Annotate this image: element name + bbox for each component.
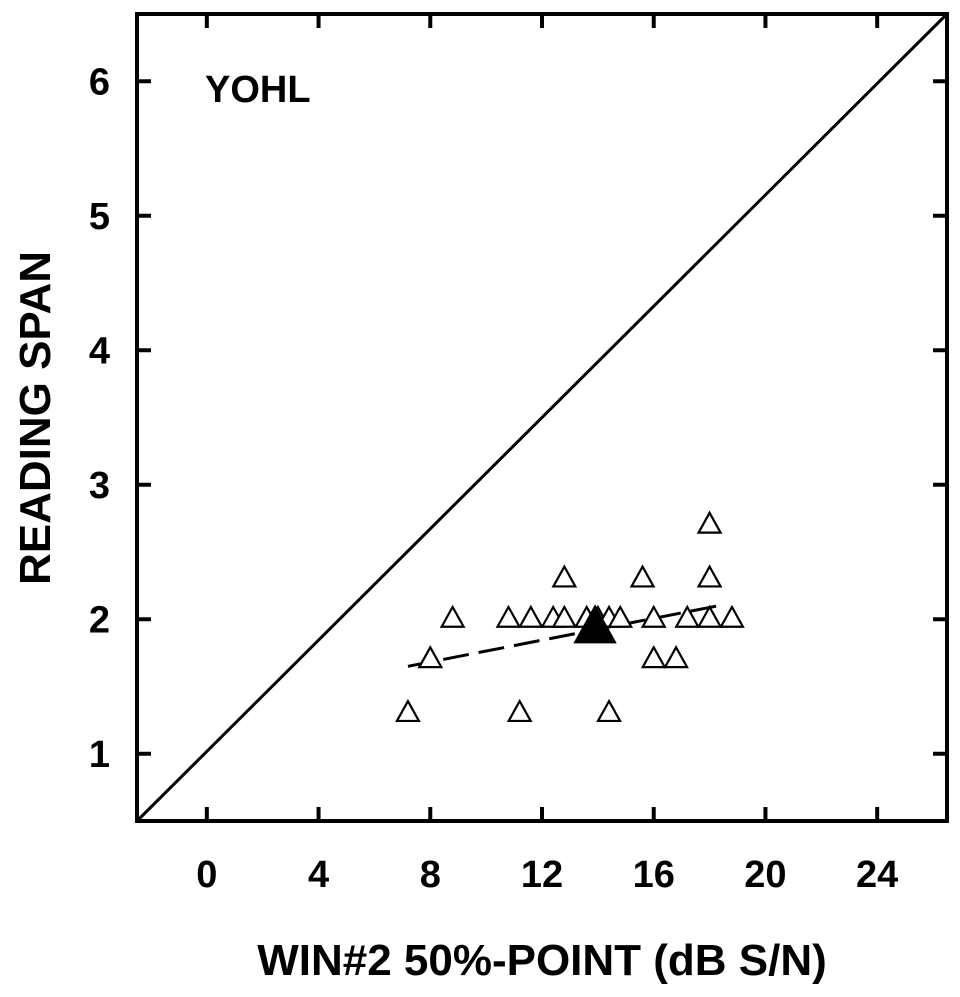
regression-line <box>407 604 719 668</box>
data-point <box>696 510 723 534</box>
data-point <box>663 645 689 669</box>
regression-line-layer <box>407 604 719 668</box>
data-point <box>596 698 622 723</box>
x-tick-label: 20 <box>744 854 786 896</box>
mean-point <box>573 604 617 644</box>
data-point <box>495 604 522 628</box>
data-point <box>696 604 723 628</box>
reference-line-layer <box>135 12 949 823</box>
data-point <box>517 604 544 628</box>
y-tick-label: 2 <box>89 599 110 641</box>
y-axis-label: READING SPAN <box>11 251 60 585</box>
x-tick-label: 24 <box>856 854 898 896</box>
data-point <box>719 604 745 628</box>
x-axis-label: WIN#2 50%-POINT (dB S/N) <box>257 936 827 985</box>
data-point <box>506 698 533 723</box>
data-point <box>551 564 578 588</box>
data-point <box>395 698 421 723</box>
x-tick-label: 12 <box>521 854 563 896</box>
y-tick-label: 4 <box>89 330 110 372</box>
x-tick-label: 4 <box>308 854 329 896</box>
data-point <box>417 645 444 669</box>
x-tick-label: 0 <box>196 854 217 896</box>
y-tick-label: 5 <box>89 196 110 238</box>
data-point <box>640 645 667 669</box>
data-point <box>629 564 656 588</box>
y-tick-label: 1 <box>89 734 110 776</box>
data-point <box>640 604 667 628</box>
y-tick-label: 6 <box>89 61 110 103</box>
x-tick-label: 16 <box>633 854 675 896</box>
data-point <box>551 604 578 628</box>
data-point <box>607 604 634 628</box>
y-tick-label: 3 <box>89 465 110 507</box>
annotation-label: YOHL <box>205 69 311 111</box>
data-point <box>696 564 723 588</box>
x-tick-label: 8 <box>420 854 441 896</box>
data-point <box>439 604 466 628</box>
identity-line <box>135 12 949 823</box>
points-layer <box>395 510 745 723</box>
data-point <box>674 604 701 628</box>
